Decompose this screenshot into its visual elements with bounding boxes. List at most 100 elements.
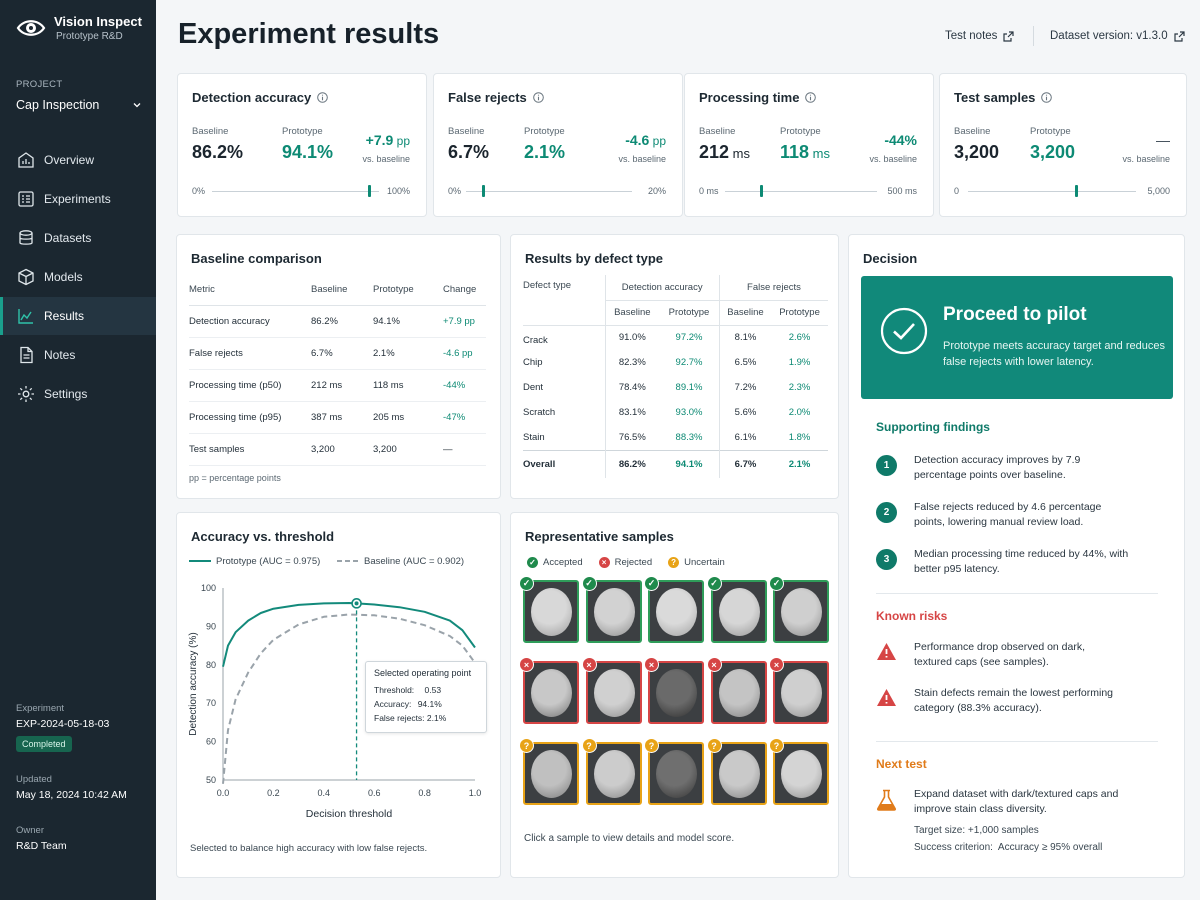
nav-item-datasets[interactable]: Datasets [0,219,156,257]
table-row: Scratch 83.1% 93.0% 5.6% 2.0% [523,400,828,425]
kpi-title: False rejects [448,90,527,105]
kpi-card-false-rejects: False rejects Baseline Prototype 6.7% 2.… [433,73,683,217]
card-title: Results by defect type [525,251,663,266]
cap-image [718,669,760,717]
sample-thumbnail-uncertain[interactable]: ? [581,738,642,805]
meta-label: Experiment [16,703,65,714]
sample-thumbnail-rejected[interactable]: × [706,657,767,724]
range-max: 20% [647,186,666,196]
next-target: Target size: +1,000 samples [914,825,1039,836]
brand[interactable]: Vision Inspect Prototype R&D [16,14,142,42]
nav-item-settings[interactable]: Settings [0,375,156,413]
sample-thumbnail-uncertain[interactable]: ? [769,738,829,805]
decision-headline: Proceed to pilot [943,304,1087,325]
rejected-badge-icon: × [519,657,534,672]
operating-point-dot [354,601,359,606]
y-axis-label: Detection accuracy (%) [188,632,199,735]
next-test-item: Expand dataset with dark/textured caps a… [876,787,1124,855]
col-header: Prototype [771,300,828,326]
x-tick-label: 0.6 [368,788,381,798]
nav-label: Models [44,270,83,284]
nav-item-notes[interactable]: Notes [0,336,156,374]
chevron-down-icon [133,103,141,108]
nav-label: Results [44,309,85,323]
accepted-badge-icon: ✓ [769,576,784,591]
sample-thumbnail-accepted[interactable]: ✓ [581,576,642,643]
sample-thumbnail-accepted[interactable]: ✓ [769,576,829,643]
kpi-change: — [1156,132,1170,148]
nav-item-experiments[interactable]: Experiments [0,180,156,218]
kpi-prototype-value: 3,200 [1030,142,1076,162]
x-tick-label: 0.8 [418,788,431,798]
x-tick-label: 0.4 [318,788,331,798]
cap-image [781,669,822,717]
tooltip-title: Selected operating point [374,668,472,678]
question-icon: ? [668,557,680,568]
sample-thumbnail-uncertain[interactable]: ? [706,738,767,805]
kpi-label: Baseline [448,126,485,137]
accepted-badge-icon: ✓ [519,576,534,591]
sample-thumbnail-rejected[interactable]: × [769,657,829,724]
check-circle-icon [880,307,928,355]
next-success: Success criterion: Accuracy ≥ 95% overal… [914,842,1103,853]
table-row: Detection accuracy 86.2% 94.1% +7.9 pp [189,305,486,338]
uncertain-badge-icon: ? [644,738,659,753]
nav-item-overview[interactable]: Overview [0,141,156,179]
kpi-prototype-value: 2.1% [524,142,566,162]
risks-title: Known risks [876,609,948,623]
accuracy-chart: Prototype (AUC = 0.975) Baseline (AUC = 0… [188,556,482,820]
divider [876,741,1158,742]
info-icon[interactable] [1041,92,1053,103]
defect-results-card: Results by defect type Defect type Detec… [510,234,839,499]
nav-item-models[interactable]: Models [0,258,156,296]
test-notes-link[interactable]: Test notes [945,30,1015,42]
kpi-change: -4.6 pp [625,132,666,148]
project-select[interactable]: Cap Inspection [16,98,142,112]
samples-legend: ✓ Accepted × Rejected ? Uncertain [527,557,741,568]
updated-value: May 18, 2024 10:42 AM [16,789,127,801]
updated-meta: Updated May 18, 2024 10:42 AM [16,774,127,801]
chart-footnote: Selected to balance high accuracy with l… [190,843,428,854]
sample-thumbnail-rejected[interactable]: × [581,657,642,724]
kpi-label: Baseline [699,126,736,137]
nav-label: Notes [44,348,76,362]
info-icon[interactable] [317,92,329,103]
sample-thumbnail-rejected[interactable]: × [644,657,704,724]
table-row: Processing time (p95) 387 ms 205 ms -47% [189,401,486,434]
sample-thumbnail-uncertain[interactable]: ? [644,738,704,805]
col-group-header: Detection accuracy [604,275,720,301]
col-group-header: False rejects [718,275,828,301]
col-header: Baseline [604,300,660,326]
header-divider [1033,26,1034,46]
dataset-version-link[interactable]: Dataset version: v1.3.0 [1050,30,1185,42]
sample-thumbnail-rejected[interactable]: × [519,657,579,724]
x-tick-label: 1.0 [469,788,482,798]
cap-image [593,588,635,636]
card-title: Accuracy vs. threshold [191,529,335,544]
kpi-prototype-value: 94.1% [282,142,334,162]
info-icon[interactable] [532,92,544,103]
status-badge: Completed [16,736,72,752]
cap-image [656,669,697,717]
info-icon[interactable] [805,92,817,103]
sample-thumbnail-uncertain[interactable]: ? [519,738,579,805]
y-tick-label: 50 [206,775,216,785]
sample-thumbnail-accepted[interactable]: ✓ [519,576,579,643]
kpi-label: Prototype [524,126,565,137]
close-icon: × [598,557,610,568]
accepted-badge-icon: ✓ [581,576,597,591]
brand-subtitle: Prototype R&D [56,31,123,42]
kpi-title: Detection accuracy [192,90,312,105]
sample-thumbnail-accepted[interactable]: ✓ [644,576,704,643]
kpi-label: Prototype [780,126,821,137]
range-track [212,191,379,192]
page-title: Experiment results [178,18,440,50]
table-row: False rejects 6.7% 2.1% -4.6 pp [189,337,486,370]
decision-banner: Proceed to pilot Prototype meets accurac… [861,276,1173,399]
kpi-baseline-value: 212 ms [699,142,750,162]
sidebar: Vision Inspect Prototype R&D PROJECT Cap… [0,0,156,900]
nav-item-results[interactable]: Results [0,297,156,335]
range-track [725,191,877,192]
owner-meta: Owner R&D Team [16,825,67,852]
sample-thumbnail-accepted[interactable]: ✓ [706,576,767,643]
